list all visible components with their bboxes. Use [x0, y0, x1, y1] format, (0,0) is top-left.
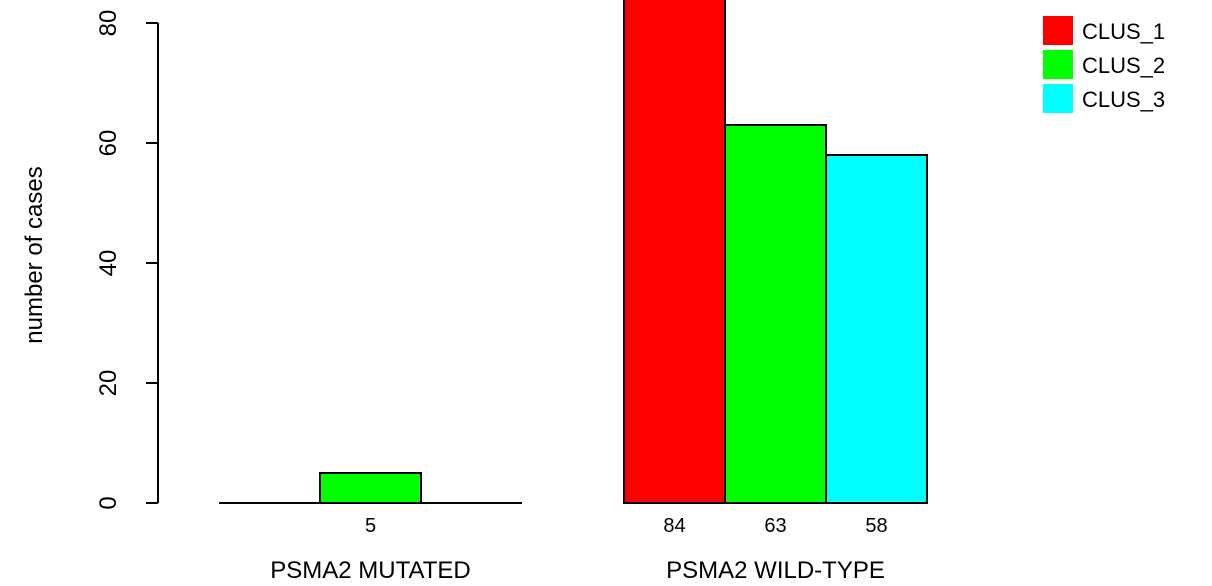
y-tick-label: 40 — [95, 250, 122, 277]
y-tick-label: 20 — [95, 370, 122, 397]
y-axis: 0 20 40 60 80 — [95, 10, 159, 510]
bar-value-label: 5 — [365, 515, 376, 537]
bar — [724, 124, 827, 504]
legend-item: CLUS_3 — [1043, 84, 1165, 113]
bars: 5 PSMA2 MUTATED 84 63 58 PSMA2 WILD-TYPE — [219, 0, 928, 584]
legend-label: CLUS_2 — [1082, 53, 1165, 78]
y-tick-label: 80 — [95, 10, 122, 37]
bar — [623, 0, 726, 504]
bar-value-label: 84 — [663, 515, 685, 537]
bar-value-label: 63 — [764, 515, 786, 537]
legend-item: CLUS_2 — [1043, 50, 1165, 79]
legend-swatch — [1043, 50, 1073, 79]
legend: CLUS_1 CLUS_2 CLUS_3 — [1043, 16, 1165, 113]
legend-swatch — [1043, 16, 1073, 45]
y-tick-label: 0 — [95, 496, 122, 509]
legend-swatch — [1043, 84, 1073, 113]
y-axis-title: number of cases — [21, 166, 48, 343]
bar — [825, 154, 928, 504]
y-tick-label: 60 — [95, 130, 122, 157]
legend-item: CLUS_1 — [1043, 16, 1165, 45]
bar-value-label: 58 — [865, 515, 887, 537]
group-label: PSMA2 WILD-TYPE — [666, 557, 885, 584]
legend-label: CLUS_1 — [1082, 19, 1165, 44]
bar-group: 5 PSMA2 MUTATED — [219, 472, 522, 584]
bar-group: 84 63 58 PSMA2 WILD-TYPE — [623, 0, 928, 584]
group-label: PSMA2 MUTATED — [270, 557, 470, 584]
bar — [319, 472, 422, 504]
legend-label: CLUS_3 — [1082, 87, 1165, 112]
